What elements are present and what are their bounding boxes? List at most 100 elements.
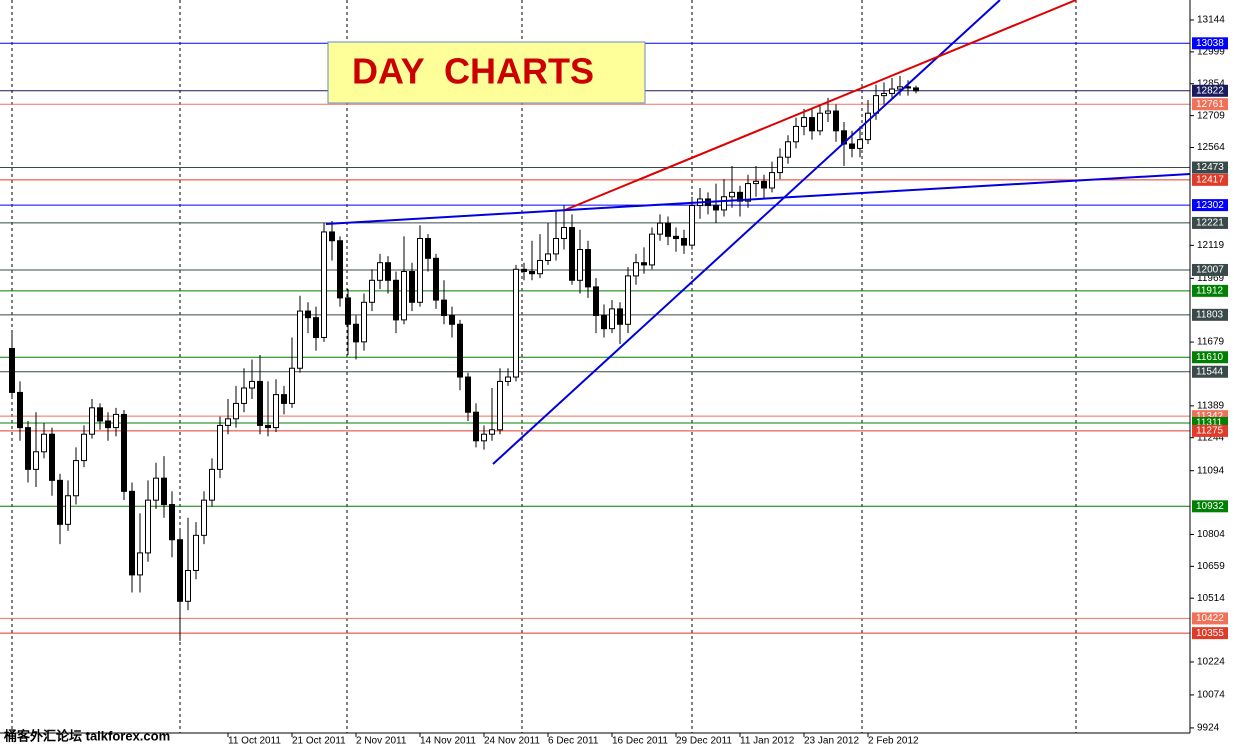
- candle-body: [593, 286, 599, 316]
- candle-body: [713, 205, 719, 211]
- y-tick-label: 9924: [1197, 723, 1220, 734]
- candle-body: [81, 433, 87, 462]
- candle-body: [25, 427, 31, 470]
- y-tick-label: 11389: [1197, 400, 1225, 411]
- candle-body: [553, 238, 559, 255]
- candle-body: [769, 172, 775, 189]
- y-tick-label: 10074: [1197, 690, 1225, 701]
- candle-body: [545, 253, 551, 262]
- x-tick-label: 6 Dec 2011: [548, 736, 599, 747]
- candle-body: [369, 279, 375, 303]
- candle-body: [681, 238, 687, 246]
- x-tick-label: 11 Jan 2012: [740, 736, 795, 747]
- level-label-box: [1192, 284, 1228, 297]
- annotation: DAY CHARTS: [352, 51, 594, 92]
- candle-body: [513, 268, 519, 378]
- x-tick-label: 14 Nov 2011: [420, 736, 476, 747]
- candle-body: [673, 235, 679, 240]
- candle-body: [121, 413, 127, 492]
- candle-body: [161, 477, 167, 506]
- candle-body: [617, 308, 623, 325]
- trend-line: [492, 0, 1001, 465]
- trend-lines: [325, 0, 1191, 465]
- candle-body: [409, 271, 415, 303]
- candle-body: [153, 477, 159, 501]
- level-label: 11803: [1196, 309, 1224, 320]
- level-label: 12221: [1196, 218, 1224, 229]
- candle-body: [889, 88, 895, 94]
- candle-body: [633, 262, 639, 277]
- x-tick-label: 29 Dec 2011: [676, 736, 732, 747]
- candle-body: [65, 495, 71, 525]
- candle-body: [353, 323, 359, 343]
- level-label-box: [1192, 37, 1228, 50]
- candle-body: [865, 112, 871, 141]
- level-label-box: [1192, 199, 1228, 212]
- candle-body: [641, 262, 647, 266]
- y-tick-label: 11094: [1197, 465, 1225, 476]
- candle-body: [425, 238, 431, 259]
- candle-body: [793, 125, 799, 143]
- candles: [9, 75, 919, 641]
- x-tick-label: 23 Jan 2012: [804, 736, 859, 747]
- vertical-grid: [11, 0, 1077, 733]
- y-tick-label: 13144: [1197, 15, 1225, 26]
- level-label: 11544: [1196, 366, 1224, 377]
- candle-body: [809, 117, 815, 132]
- level-label: 12761: [1196, 99, 1224, 110]
- x-tick-label: 16 Dec 2011: [612, 736, 668, 747]
- candle-body: [465, 376, 471, 413]
- y-tick-label: 11244: [1197, 432, 1225, 443]
- candle-body: [345, 297, 351, 325]
- candle-body: [361, 301, 367, 343]
- time-axis: 11 Oct 2011 21 Oct 2011 2 Nov 2011 14 Nov 2…: [227, 733, 919, 747]
- level-label-box: [1192, 308, 1228, 321]
- y-tick-label: 12564: [1197, 142, 1225, 153]
- candle-body: [585, 249, 591, 288]
- level-label-box: [1192, 98, 1228, 111]
- level-label-box: [1192, 627, 1228, 640]
- candle-body: [273, 394, 279, 429]
- candle-body: [329, 231, 335, 242]
- candle-body: [721, 196, 727, 211]
- candle-body: [601, 314, 607, 330]
- level-label: 12473: [1196, 162, 1224, 173]
- candle-body: [505, 376, 511, 382]
- x-tick-label: 2 Nov 2011: [356, 736, 407, 747]
- trend-line: [564, 0, 1077, 211]
- level-label: 10355: [1196, 628, 1224, 639]
- y-tick-label: 12854: [1197, 78, 1225, 89]
- candle-body: [473, 411, 479, 442]
- candle-body: [193, 534, 199, 571]
- level-label-box: [1192, 365, 1228, 378]
- y-tick-label: 10224: [1197, 657, 1225, 668]
- candle-body: [753, 180, 759, 185]
- candle-body: [489, 429, 495, 435]
- candle-body: [209, 468, 215, 501]
- candle-body: [385, 262, 391, 281]
- candle-body: [241, 387, 247, 404]
- x-tick-label: 21 Oct 2011: [292, 736, 346, 747]
- level-label-box: [1192, 161, 1228, 174]
- candle-body: [401, 271, 407, 321]
- level-label: 10932: [1196, 501, 1224, 512]
- level-label-box: [1192, 500, 1228, 513]
- level-label: 12302: [1196, 200, 1224, 211]
- x-tick-label: 2 Feb 2012: [868, 736, 919, 747]
- y-tick-label: 12999: [1197, 47, 1225, 58]
- candle-body: [833, 110, 839, 132]
- candle-body: [337, 240, 343, 299]
- candle-body: [913, 87, 919, 92]
- watermark: 桶客外汇论坛 talkforex.com: [3, 728, 170, 743]
- level-label: 13038: [1196, 38, 1224, 49]
- y-tick-label: 10514: [1197, 593, 1225, 604]
- candle-body: [441, 299, 447, 316]
- y-tick-label: 11679: [1197, 337, 1225, 348]
- candle-body: [817, 112, 823, 132]
- candle-body: [201, 499, 207, 536]
- level-label: 12417: [1196, 174, 1224, 185]
- candle-body: [49, 433, 55, 481]
- candle-body: [217, 424, 223, 470]
- candle-body: [521, 268, 527, 273]
